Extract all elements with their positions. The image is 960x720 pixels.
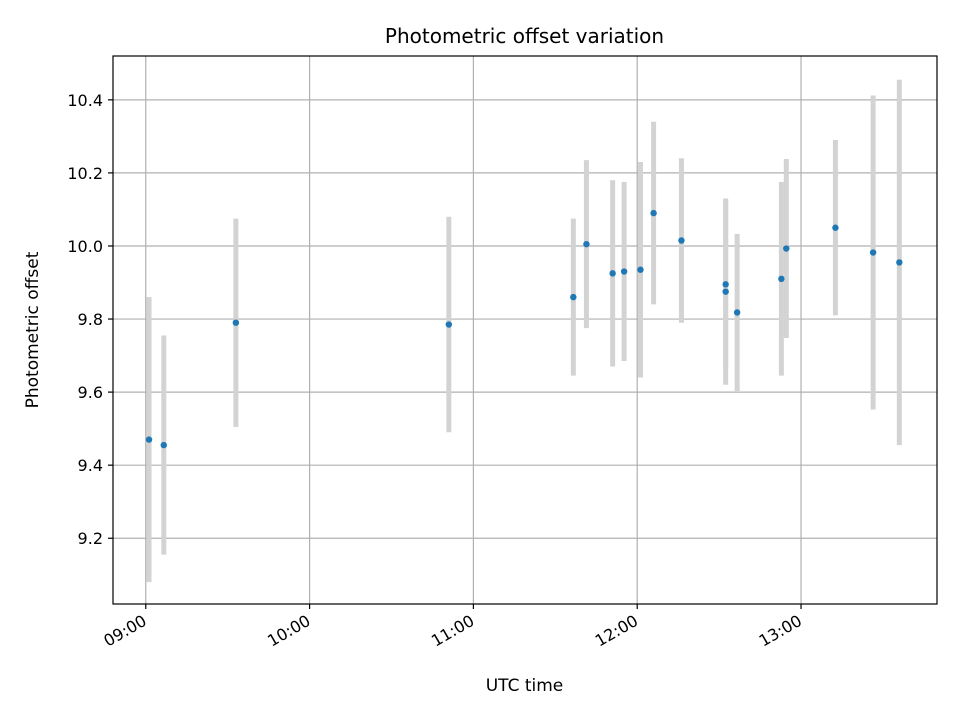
x-tick-label: 12:00	[592, 611, 641, 651]
data-point	[620, 268, 628, 275]
y-tick-label: 9.8	[78, 310, 103, 329]
data-points	[145, 209, 903, 449]
data-point	[733, 309, 741, 316]
x-tick-label: 09:00	[100, 611, 149, 651]
chart-title: Photometric offset variation	[385, 24, 664, 48]
data-point	[832, 224, 839, 231]
data-point	[609, 270, 616, 277]
data-point	[232, 319, 240, 326]
plot-frame	[112, 55, 938, 605]
x-tick-label: 11:00	[428, 611, 477, 651]
x-tick-label: 10:00	[264, 611, 313, 651]
y-tick-label: 9.6	[78, 383, 103, 402]
y-tick-label: 10.2	[67, 164, 103, 183]
data-point	[869, 249, 877, 256]
x-tick-label: 13:00	[756, 611, 805, 651]
data-point	[145, 436, 153, 443]
grid	[113, 56, 937, 604]
data-point	[678, 237, 685, 244]
data-point	[570, 293, 577, 301]
data-point	[650, 209, 657, 217]
y-tick-label: 10.4	[67, 91, 103, 110]
data-point	[778, 275, 785, 283]
data-point	[445, 321, 453, 328]
data-point	[160, 441, 167, 449]
y-tick-label: 10.0	[67, 237, 103, 256]
data-point	[896, 259, 903, 266]
error-bars	[146, 79, 902, 583]
x-axis-ticks: 09:00 10:00 11:00 12:00 13:00	[100, 604, 805, 651]
y-tick-label: 9.2	[78, 529, 103, 548]
y-tick-label: 9.4	[78, 456, 103, 475]
data-point	[637, 266, 644, 273]
data-point	[722, 281, 729, 288]
data-point	[783, 245, 790, 252]
y-axis-label: Photometric offset	[23, 251, 43, 408]
x-axis-label: UTC time	[486, 676, 564, 696]
data-point	[722, 288, 729, 295]
data-point	[583, 240, 590, 248]
y-axis-ticks: 9.2 9.4 9.6 9.8 10.0 10.2 10.4	[67, 91, 113, 548]
